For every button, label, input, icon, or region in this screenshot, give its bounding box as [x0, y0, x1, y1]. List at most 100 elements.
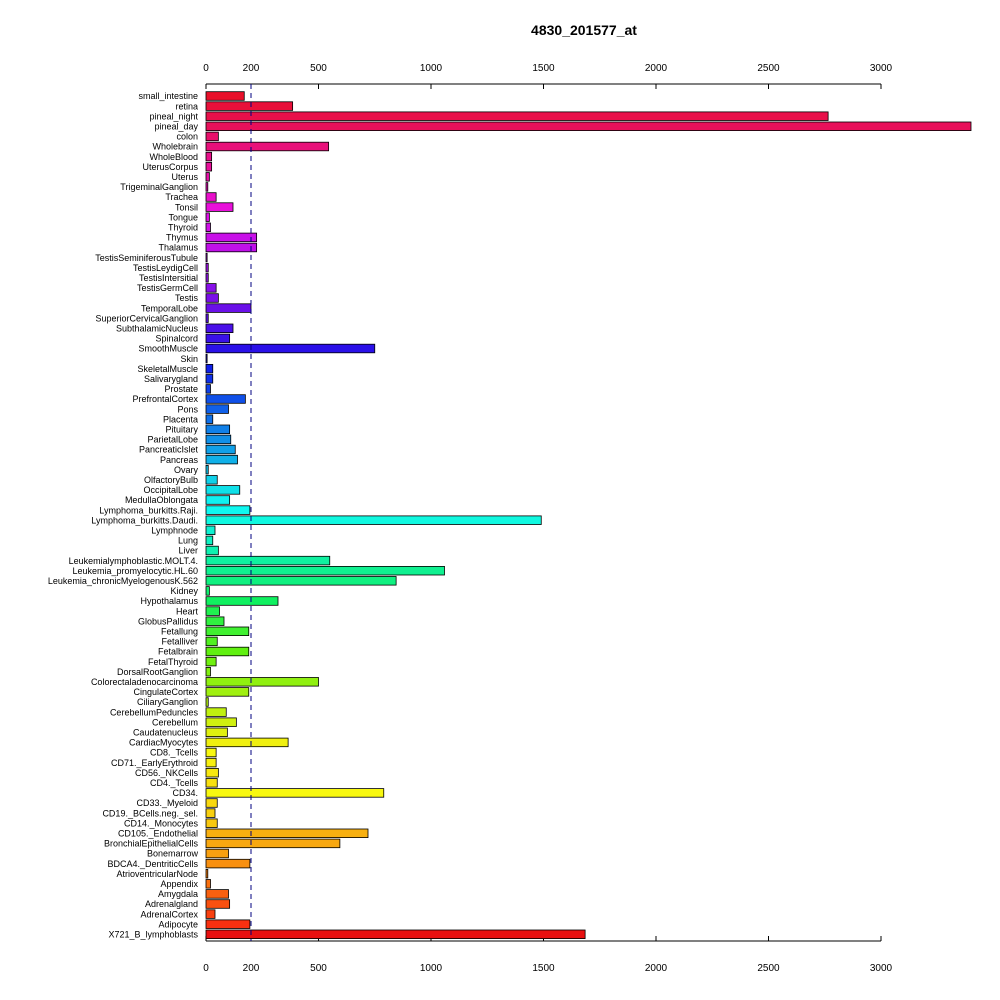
category-label: Fetalliver	[161, 637, 198, 647]
bottom-axis-tick-label: 3000	[870, 963, 893, 974]
bar	[205, 333, 231, 344]
top-axis-tick-label: 1000	[420, 63, 443, 74]
bar	[205, 353, 208, 364]
category-label: CD71._EarlyErythroid	[111, 758, 198, 768]
category-label: pineal_day	[154, 122, 198, 132]
bar	[205, 636, 218, 647]
bar	[205, 454, 238, 465]
bars	[205, 91, 972, 940]
bar	[205, 747, 217, 758]
category-label: Trachea	[165, 192, 198, 202]
category-label: Amygdala	[158, 889, 198, 899]
bar	[205, 535, 214, 546]
category-label: SkeletalMuscle	[137, 364, 198, 374]
category-label: AdrenalCortex	[140, 909, 198, 919]
category-label: X721_B_lymphoblasts	[108, 930, 198, 940]
category-label: TrigeminalGanglion	[120, 182, 198, 192]
top-axis-tick-label: 1500	[532, 63, 555, 74]
bar	[205, 515, 542, 525]
category-label: Thymus	[166, 233, 199, 243]
bar	[205, 495, 231, 505]
category-label: TestisGermCell	[137, 283, 198, 293]
bar	[205, 262, 209, 273]
bar	[205, 414, 214, 424]
bar	[205, 222, 211, 233]
category-label: CD19._BCells.neg._sel.	[102, 808, 198, 818]
bar	[205, 858, 251, 869]
category-label: CD8._Tcells	[150, 748, 199, 758]
category-label: CardiacMyocytes	[129, 738, 199, 748]
bar	[205, 889, 229, 899]
bar	[205, 384, 211, 394]
bar	[205, 576, 397, 586]
category-label: DorsalRootGanglion	[117, 667, 198, 677]
top-axis-tick-label: 2000	[645, 63, 668, 74]
category-label: Wholebrain	[152, 142, 198, 152]
category-label: MedullaOblongata	[125, 495, 198, 505]
category-label: Liver	[178, 546, 198, 556]
bar	[205, 232, 258, 243]
bar	[205, 596, 279, 606]
bar	[205, 828, 369, 839]
category-label: Placenta	[163, 414, 198, 424]
bar	[205, 697, 209, 707]
category-label: Thyroid	[168, 223, 198, 233]
bar	[205, 172, 210, 182]
category-label: CD14._Monocytes	[124, 818, 199, 828]
category-label: retina	[175, 101, 198, 111]
category-label: Pancreas	[160, 455, 199, 465]
category-label: Salivarygland	[144, 374, 198, 384]
bottom-axis-tick-label: 1000	[420, 963, 443, 974]
bar	[205, 161, 213, 172]
bar	[205, 717, 237, 727]
bar	[205, 869, 209, 879]
bar	[205, 91, 245, 101]
bar	[205, 879, 211, 889]
category-label: Spinalcord	[155, 334, 198, 344]
category-label: Caudatenucleus	[133, 728, 199, 738]
bar	[205, 121, 972, 132]
category-label: CD4._Tcells	[150, 778, 199, 788]
bar	[205, 363, 214, 374]
category-label: Colorectaladenocarcinoma	[91, 677, 198, 687]
category-label: Leukemia_promyelocytic.HL.60	[72, 566, 198, 576]
bar	[205, 475, 218, 485]
category-label: CerebellumPeduncles	[110, 707, 199, 717]
category-label: CD34.	[172, 788, 198, 798]
bar	[205, 464, 209, 475]
category-label: Pons	[177, 404, 198, 414]
category-label: colon	[176, 132, 198, 142]
category-label: CD105._Endothelial	[118, 829, 198, 839]
category-label: Kidney	[170, 586, 198, 596]
category-label: Uterus	[171, 172, 198, 182]
category-label: Tongue	[168, 212, 198, 222]
category-label: UterusCorpus	[142, 162, 198, 172]
top-axis-tick-label: 3000	[870, 63, 893, 74]
category-label: FetalThyroid	[148, 657, 198, 667]
bar	[205, 374, 214, 384]
bar	[205, 818, 218, 828]
category-label: small_intestine	[138, 91, 198, 101]
bar	[205, 656, 217, 667]
category-label: TestisSeminiferousTubule	[95, 253, 198, 263]
bar	[205, 778, 218, 788]
category-label: OccipitalLobe	[143, 485, 198, 495]
category-label: Adipocyte	[158, 919, 198, 929]
category-label: Skin	[180, 354, 198, 364]
bar	[205, 929, 586, 940]
category-label: SmoothMuscle	[138, 344, 198, 354]
bar	[205, 646, 250, 657]
bar	[205, 838, 341, 849]
category-label: OlfactoryBulb	[144, 475, 198, 485]
category-label: WholeBlood	[149, 152, 198, 162]
bar	[205, 667, 211, 677]
bar	[205, 848, 229, 859]
category-label: Lymphoma_burkitts.Raji.	[99, 505, 198, 515]
category-label: Lymphnode	[151, 526, 198, 536]
category-label: TestisIntersitial	[139, 273, 198, 283]
bottom-axis-tick-label: 0	[203, 963, 209, 974]
bar	[205, 313, 209, 323]
category-label: PrefrontalCortex	[132, 394, 198, 404]
category-label: SuperiorCervicalGanglion	[95, 313, 198, 323]
bar	[205, 151, 213, 162]
